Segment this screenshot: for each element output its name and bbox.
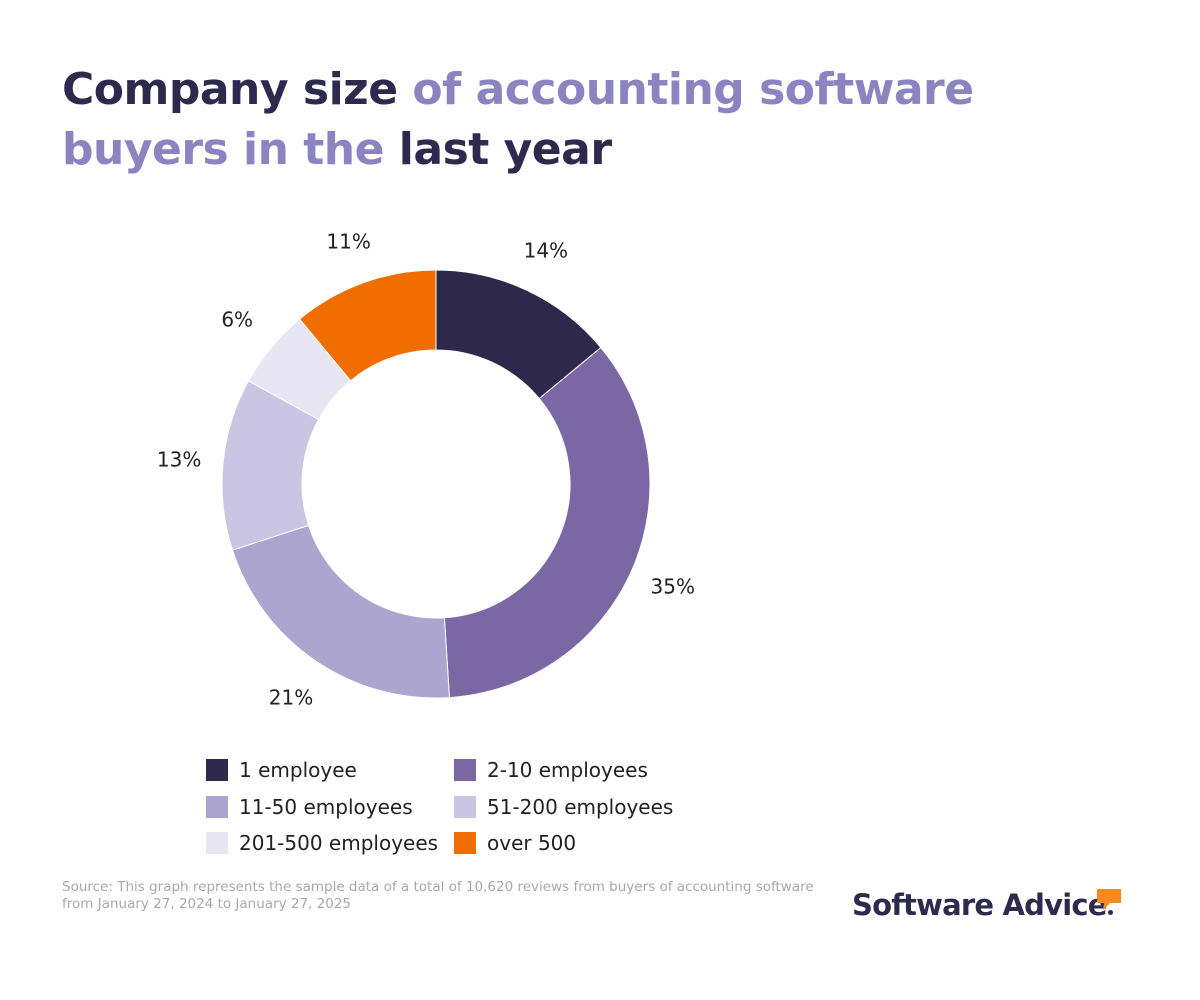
legend-item-1-employee: 1 employee: [206, 758, 357, 782]
legend-label: 11-50 employees: [239, 795, 413, 819]
title-part-3: last year: [383, 124, 612, 175]
legend-item-over-500: over 500: [454, 831, 576, 855]
donut-labels: 14% 35% 21% 13% 6% 11%: [157, 229, 695, 709]
legend-item-51-200-employees: 51-200 employees: [454, 795, 673, 819]
legend-swatch: [206, 832, 228, 854]
legend-label: 51-200 employees: [487, 795, 674, 819]
legend-swatch: [206, 796, 228, 818]
speech-bubble-icon: [1097, 889, 1121, 910]
source-note: Source: This graph represents the sample…: [62, 879, 814, 912]
legend-swatch: [454, 832, 476, 854]
slice-over-500: [298, 269, 437, 382]
slice-2-10-employees: [443, 346, 651, 699]
brand-name: Software Advice: [852, 888, 1107, 922]
title-part-1: Company size: [62, 64, 413, 115]
donut-slices: [221, 269, 651, 699]
legend-item-201-500-employees: 201-500 employees: [206, 831, 438, 855]
slice-11-50-employees: [231, 524, 450, 699]
legend-label: 2-10 employees: [487, 758, 648, 782]
legend-swatch: [454, 796, 476, 818]
legend-label: over 500: [487, 831, 577, 855]
slice-label-11-50-employees: 21%: [269, 685, 313, 709]
legend-item-11-50-employees: 11-50 employees: [206, 795, 413, 819]
legend-label: 1 employee: [239, 758, 357, 782]
slice-label-over-500: 11%: [326, 229, 370, 253]
slice-label-1-employee: 14%: [524, 239, 568, 263]
brand-registered-dot: [1107, 910, 1113, 915]
slice-label-201-500-employees: 6%: [221, 308, 253, 332]
legend-swatch: [206, 759, 228, 781]
legend-label: 201-500 employees: [239, 831, 439, 855]
chart-title: Company size of accounting software buye…: [62, 60, 1142, 180]
slice-label-2-10-employees: 35%: [651, 574, 695, 598]
legend-item-2-10-employees: 2-10 employees: [454, 758, 648, 782]
legend-swatch: [454, 759, 476, 781]
brand-logo: Software Advice: [852, 888, 1121, 928]
title-part-2: of accounting software buyers in the: [62, 64, 974, 175]
slice-label-51-200-employees: 13%: [157, 448, 201, 472]
